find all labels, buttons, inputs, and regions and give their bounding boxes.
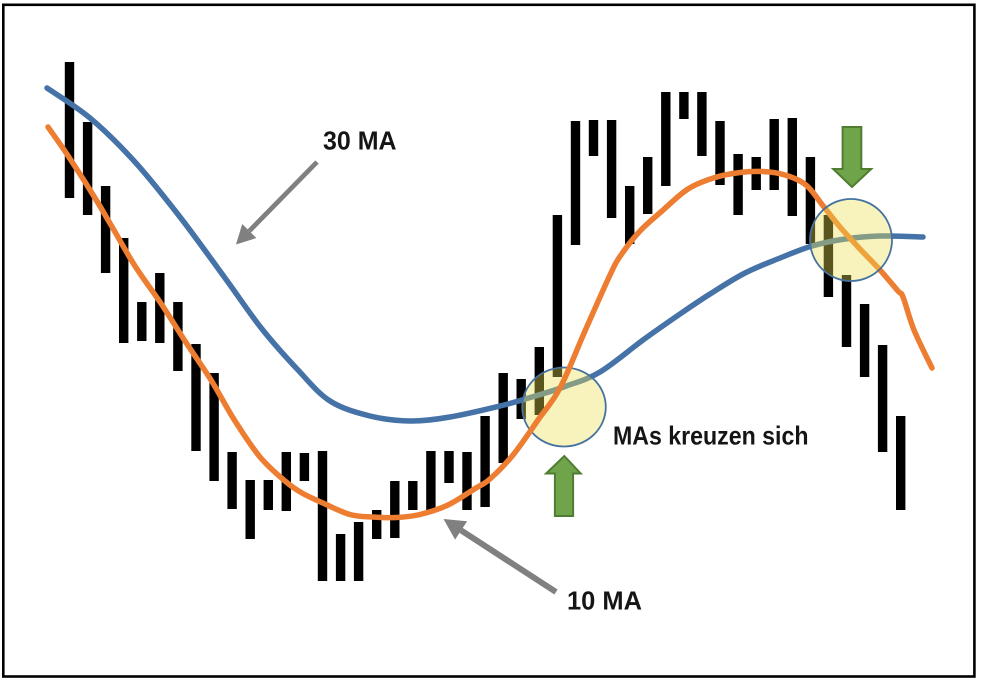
svg-text:MAs kreuzen sich: MAs kreuzen sich <box>613 420 809 450</box>
svg-text:10 MA: 10 MA <box>567 586 642 616</box>
svg-text:30 MA: 30 MA <box>323 126 397 156</box>
